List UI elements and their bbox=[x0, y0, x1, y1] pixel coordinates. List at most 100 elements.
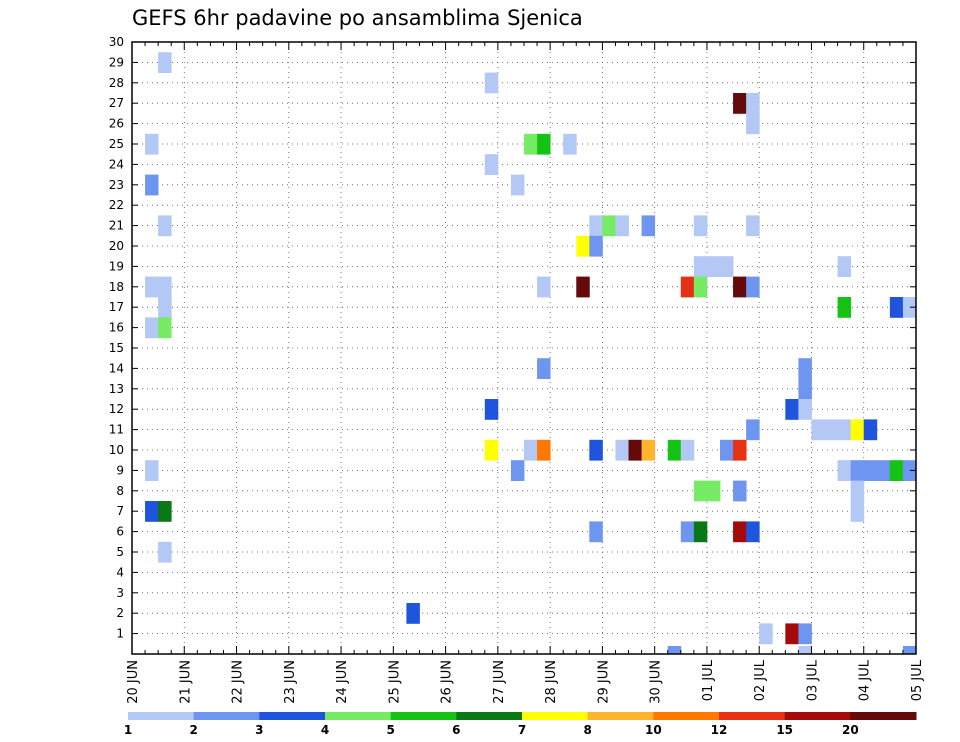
y-tick-label: 12 bbox=[109, 402, 124, 416]
legend-label: 5 bbox=[386, 723, 394, 737]
x-tick-label: 01 JUL bbox=[701, 659, 716, 701]
y-tick-label: 10 bbox=[109, 443, 124, 457]
y-tick-label: 13 bbox=[109, 382, 124, 396]
grid-lines bbox=[132, 42, 916, 654]
legend-swatch bbox=[456, 712, 523, 720]
y-tick-label: 20 bbox=[109, 239, 124, 253]
x-tick-label: 21 JUN bbox=[178, 660, 193, 704]
heatmap-cell-edge bbox=[667, 646, 682, 654]
y-axis: 1234567891011121314151617181920212223242… bbox=[109, 35, 916, 641]
heatmap-cell bbox=[889, 297, 904, 318]
heatmap-cell-edge bbox=[902, 646, 917, 654]
heatmap-cell bbox=[720, 439, 734, 461]
heatmap-cell bbox=[563, 133, 577, 155]
heatmap-cell bbox=[798, 358, 812, 379]
heatmap-cell bbox=[615, 439, 629, 461]
heatmap-cell bbox=[759, 623, 773, 645]
legend-label: 2 bbox=[189, 723, 197, 737]
heatmap-cell bbox=[537, 276, 551, 298]
heatmap-cell bbox=[863, 460, 878, 481]
heatmap-cell bbox=[158, 317, 172, 339]
heatmap-cell bbox=[850, 501, 865, 522]
y-tick-label: 28 bbox=[109, 76, 124, 90]
heatmap-cell bbox=[850, 480, 865, 502]
heatmap-cell bbox=[602, 215, 616, 237]
y-tick-label: 3 bbox=[116, 586, 124, 600]
legend-label: 8 bbox=[583, 723, 591, 737]
color-legend: 1 2 3 4 5 6 7 8 10 12 15 20 bbox=[124, 712, 917, 737]
heatmap-cell bbox=[576, 276, 590, 298]
heatmap-cell bbox=[641, 215, 656, 237]
heatmap-cell bbox=[667, 439, 682, 461]
heatmap-cell bbox=[484, 72, 499, 94]
heatmap-cell bbox=[145, 174, 159, 196]
heatmap-cell bbox=[720, 256, 734, 277]
heatmap-cell bbox=[746, 215, 760, 237]
heatmap-cell bbox=[693, 521, 708, 543]
heatmap-cell bbox=[811, 419, 825, 441]
y-tick-label: 18 bbox=[109, 280, 124, 294]
legend-label: 7 bbox=[518, 723, 526, 737]
y-tick-label: 2 bbox=[116, 606, 124, 620]
y-tick-label: 25 bbox=[109, 137, 124, 151]
heatmap-cell bbox=[746, 113, 760, 135]
heatmap-cell bbox=[576, 235, 590, 257]
heatmap-cell bbox=[641, 439, 656, 461]
heatmap-cell bbox=[158, 276, 172, 298]
heatmap-cell bbox=[746, 276, 760, 298]
x-tick-label: 25 JUN bbox=[387, 660, 402, 704]
legend-label: 4 bbox=[321, 723, 329, 737]
heatmap-cell bbox=[484, 439, 499, 461]
y-tick-label: 21 bbox=[109, 219, 124, 233]
legend-label: 10 bbox=[645, 723, 662, 737]
heatmap-cell bbox=[837, 419, 852, 441]
heatmap-cell bbox=[589, 215, 603, 237]
heatmap-cell bbox=[693, 215, 708, 237]
legend-label: 20 bbox=[842, 723, 859, 737]
heatmap-cell bbox=[510, 460, 525, 481]
x-axis: 20 JUN 21 JUN 22 JUN 23 JUN 24 JUN 25 JUN 26 J… bbox=[126, 42, 925, 704]
y-tick-label: 6 bbox=[116, 525, 124, 539]
heatmap-cell bbox=[798, 623, 812, 645]
heatmap-cell bbox=[537, 439, 551, 461]
heatmap-cell bbox=[785, 623, 799, 645]
heatmap-cell bbox=[837, 256, 852, 277]
heatmap-cell bbox=[589, 521, 603, 543]
heatmap-cell bbox=[145, 276, 159, 298]
y-tick-label: 22 bbox=[109, 198, 124, 212]
heatmap-cell bbox=[824, 419, 838, 441]
x-tick-label: 22 JUN bbox=[231, 660, 246, 704]
heatmap-cell bbox=[524, 439, 538, 461]
legend-swatch bbox=[522, 712, 589, 720]
heatmap-cell bbox=[706, 256, 721, 277]
heatmap-cells bbox=[145, 52, 917, 654]
heatmap-cell bbox=[537, 133, 551, 155]
heatmap-cell bbox=[680, 521, 695, 543]
heatmap-cell bbox=[537, 358, 551, 379]
x-tick-label: 29 JUN bbox=[596, 660, 611, 704]
legend-label: 1 bbox=[124, 723, 132, 737]
heatmap-cell bbox=[158, 215, 172, 237]
heatmap-cell bbox=[798, 378, 812, 400]
y-tick-label: 16 bbox=[109, 321, 124, 335]
legend-label: 12 bbox=[711, 723, 728, 737]
legend-label: 15 bbox=[776, 723, 793, 737]
heatmap-cell bbox=[889, 460, 904, 481]
legend-swatch bbox=[259, 712, 326, 720]
heatmap-cell bbox=[589, 235, 603, 257]
heatmap-cell bbox=[798, 399, 812, 420]
heatmap-cell bbox=[145, 317, 159, 339]
x-tick-label: 26 JUN bbox=[440, 660, 455, 704]
heatmap-cell bbox=[628, 439, 642, 461]
heatmap-cell bbox=[680, 439, 695, 461]
y-tick-label: 24 bbox=[109, 157, 124, 171]
heatmap-cell bbox=[837, 297, 852, 318]
x-tick-label: 20 JUN bbox=[126, 660, 141, 704]
x-tick-label: 27 JUN bbox=[492, 660, 507, 704]
heatmap-cell bbox=[145, 460, 159, 481]
heatmap-cell bbox=[145, 133, 159, 155]
heatmap-cell bbox=[406, 603, 420, 624]
heatmap-cell bbox=[680, 276, 695, 298]
heatmap-cell bbox=[733, 439, 747, 461]
